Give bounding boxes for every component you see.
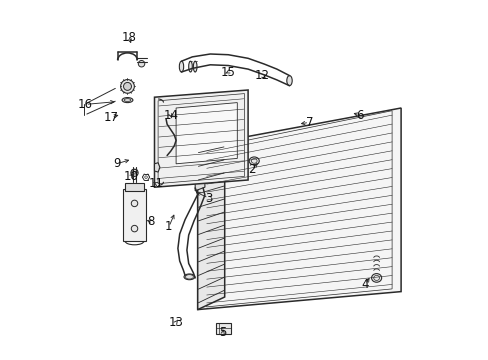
- Text: 15: 15: [221, 66, 235, 78]
- Text: 11: 11: [148, 177, 163, 190]
- Text: 1: 1: [165, 220, 172, 233]
- Bar: [124, 183, 144, 191]
- Bar: [122, 189, 146, 241]
- Polygon shape: [154, 90, 247, 187]
- Text: 18: 18: [122, 31, 137, 44]
- Text: 14: 14: [163, 109, 178, 122]
- Polygon shape: [176, 103, 237, 164]
- Text: 5: 5: [219, 327, 226, 339]
- Text: 2: 2: [247, 163, 255, 176]
- Text: 16: 16: [78, 98, 93, 111]
- Ellipse shape: [123, 82, 131, 90]
- Text: 3: 3: [204, 192, 212, 204]
- Text: 17: 17: [103, 111, 119, 123]
- Text: 12: 12: [254, 69, 269, 82]
- Text: 13: 13: [168, 316, 183, 329]
- Ellipse shape: [131, 225, 138, 232]
- Ellipse shape: [138, 60, 144, 67]
- Polygon shape: [154, 163, 160, 172]
- Text: 9: 9: [113, 157, 120, 170]
- Ellipse shape: [188, 61, 192, 72]
- Ellipse shape: [179, 61, 183, 72]
- Ellipse shape: [131, 169, 138, 176]
- Polygon shape: [197, 140, 224, 310]
- Text: 8: 8: [147, 215, 154, 228]
- Text: 6: 6: [355, 109, 363, 122]
- Polygon shape: [195, 176, 204, 191]
- Text: 4: 4: [361, 278, 368, 291]
- Ellipse shape: [122, 98, 133, 103]
- Ellipse shape: [249, 157, 259, 165]
- Ellipse shape: [193, 61, 197, 72]
- Ellipse shape: [371, 274, 381, 282]
- Bar: [215, 323, 230, 334]
- Ellipse shape: [131, 200, 138, 207]
- Ellipse shape: [121, 80, 134, 93]
- Text: 7: 7: [305, 116, 312, 129]
- Ellipse shape: [286, 76, 292, 86]
- Text: 10: 10: [123, 170, 138, 183]
- Ellipse shape: [183, 274, 194, 280]
- Polygon shape: [197, 108, 400, 310]
